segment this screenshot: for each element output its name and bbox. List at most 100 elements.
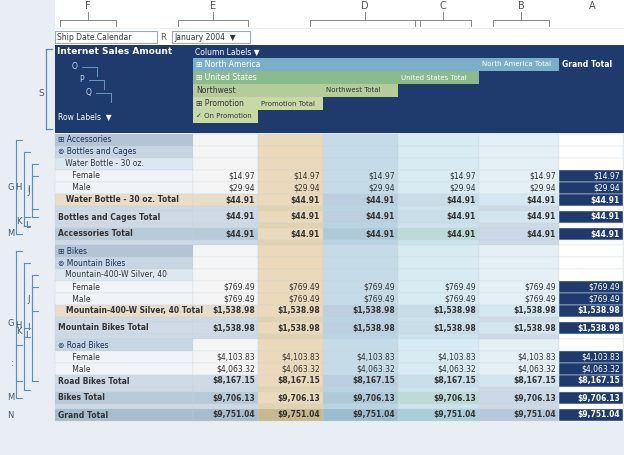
- Bar: [479, 223, 559, 228]
- Text: F: F: [85, 1, 91, 11]
- Text: $9,751.04: $9,751.04: [353, 410, 395, 420]
- Text: $9,706.13: $9,706.13: [514, 394, 556, 403]
- Bar: [55, 363, 193, 375]
- Bar: [193, 375, 258, 387]
- Text: $1,538.98: $1,538.98: [433, 324, 476, 333]
- Bar: [55, 392, 193, 404]
- Text: $44.91: $44.91: [447, 229, 476, 238]
- Text: ⊞ Promotion: ⊞ Promotion: [196, 99, 244, 108]
- Bar: [55, 257, 193, 269]
- Text: $14.97: $14.97: [228, 172, 255, 181]
- Text: $9,706.13: $9,706.13: [277, 394, 320, 403]
- Text: $769.49: $769.49: [223, 283, 255, 292]
- Bar: [398, 339, 479, 351]
- Text: $8,167.15: $8,167.15: [277, 376, 320, 385]
- Text: $9,751.04: $9,751.04: [434, 410, 476, 420]
- Text: Mountain-400-W Silver, 40 Total: Mountain-400-W Silver, 40 Total: [58, 307, 203, 315]
- Bar: [479, 409, 559, 421]
- Text: K: K: [16, 217, 22, 226]
- Text: ✓ On Promotion: ✓ On Promotion: [196, 113, 251, 120]
- Bar: [559, 228, 623, 240]
- Bar: [479, 146, 559, 158]
- Bar: [193, 387, 258, 392]
- Text: $8,167.15: $8,167.15: [514, 376, 556, 385]
- Text: $44.91: $44.91: [591, 196, 620, 204]
- Bar: [323, 317, 398, 322]
- Text: Bikes Total: Bikes Total: [58, 394, 105, 403]
- Bar: [398, 409, 479, 421]
- Bar: [258, 170, 323, 182]
- Bar: [559, 339, 623, 351]
- Text: $9,706.13: $9,706.13: [212, 394, 255, 403]
- Bar: [258, 146, 323, 158]
- Bar: [193, 269, 258, 281]
- Bar: [258, 409, 323, 421]
- Bar: [55, 134, 193, 146]
- Bar: [0, 0, 624, 28]
- Bar: [193, 170, 258, 182]
- Bar: [398, 223, 479, 228]
- Text: $29.94: $29.94: [293, 183, 320, 192]
- Text: H: H: [16, 322, 22, 330]
- Bar: [323, 228, 398, 240]
- Bar: [398, 293, 479, 305]
- Text: ⊚ Road Bikes: ⊚ Road Bikes: [58, 340, 109, 349]
- Text: $1,538.98: $1,538.98: [514, 324, 556, 333]
- Bar: [479, 387, 559, 392]
- Bar: [193, 305, 258, 317]
- Bar: [55, 375, 193, 387]
- Bar: [55, 31, 157, 43]
- Bar: [398, 334, 479, 339]
- Text: ⊚ Mountain Bikes: ⊚ Mountain Bikes: [58, 258, 125, 268]
- Bar: [55, 170, 193, 182]
- Text: $14.97: $14.97: [293, 172, 320, 181]
- Bar: [193, 245, 258, 257]
- Bar: [193, 257, 258, 269]
- Text: $44.91: $44.91: [226, 212, 255, 222]
- Text: $1,538.98: $1,538.98: [577, 324, 620, 333]
- Bar: [559, 245, 623, 257]
- Bar: [193, 223, 258, 228]
- Text: $4,063.32: $4,063.32: [356, 364, 395, 374]
- Text: :: :: [11, 359, 14, 368]
- Bar: [55, 45, 624, 133]
- Text: I: I: [27, 186, 30, 194]
- Text: $9,706.13: $9,706.13: [353, 394, 395, 403]
- Bar: [55, 409, 193, 421]
- Text: $44.91: $44.91: [291, 196, 320, 204]
- Text: $14.97: $14.97: [449, 172, 476, 181]
- Bar: [193, 351, 258, 363]
- Bar: [398, 281, 479, 293]
- Bar: [258, 363, 323, 375]
- Bar: [398, 257, 479, 269]
- Text: S: S: [38, 90, 44, 98]
- Bar: [55, 387, 193, 392]
- Bar: [55, 322, 193, 334]
- Bar: [258, 245, 323, 257]
- Bar: [479, 158, 559, 170]
- Text: $4,063.32: $4,063.32: [517, 364, 556, 374]
- Bar: [479, 392, 559, 404]
- Text: $29.94: $29.94: [593, 183, 620, 192]
- Text: North America Total: North America Total: [482, 61, 551, 67]
- Text: Northwest Total: Northwest Total: [326, 87, 381, 93]
- Bar: [193, 182, 258, 194]
- Bar: [55, 334, 193, 339]
- Text: $8,167.15: $8,167.15: [577, 376, 620, 385]
- Bar: [559, 269, 623, 281]
- Text: Internet Sales Amount: Internet Sales Amount: [57, 47, 172, 56]
- Bar: [193, 363, 258, 375]
- Text: Northwest: Northwest: [196, 86, 236, 95]
- Text: $4,063.32: $4,063.32: [217, 364, 255, 374]
- Bar: [258, 293, 323, 305]
- Bar: [559, 322, 623, 334]
- Text: $1,538.98: $1,538.98: [277, 307, 320, 315]
- Text: $44.91: $44.91: [226, 196, 255, 204]
- Text: $44.91: $44.91: [527, 229, 556, 238]
- Text: D: D: [361, 1, 369, 11]
- Text: $4,063.32: $4,063.32: [281, 364, 320, 374]
- Text: $9,751.04: $9,751.04: [278, 410, 320, 420]
- Bar: [258, 375, 323, 387]
- Bar: [559, 134, 623, 146]
- Text: M: M: [7, 229, 14, 238]
